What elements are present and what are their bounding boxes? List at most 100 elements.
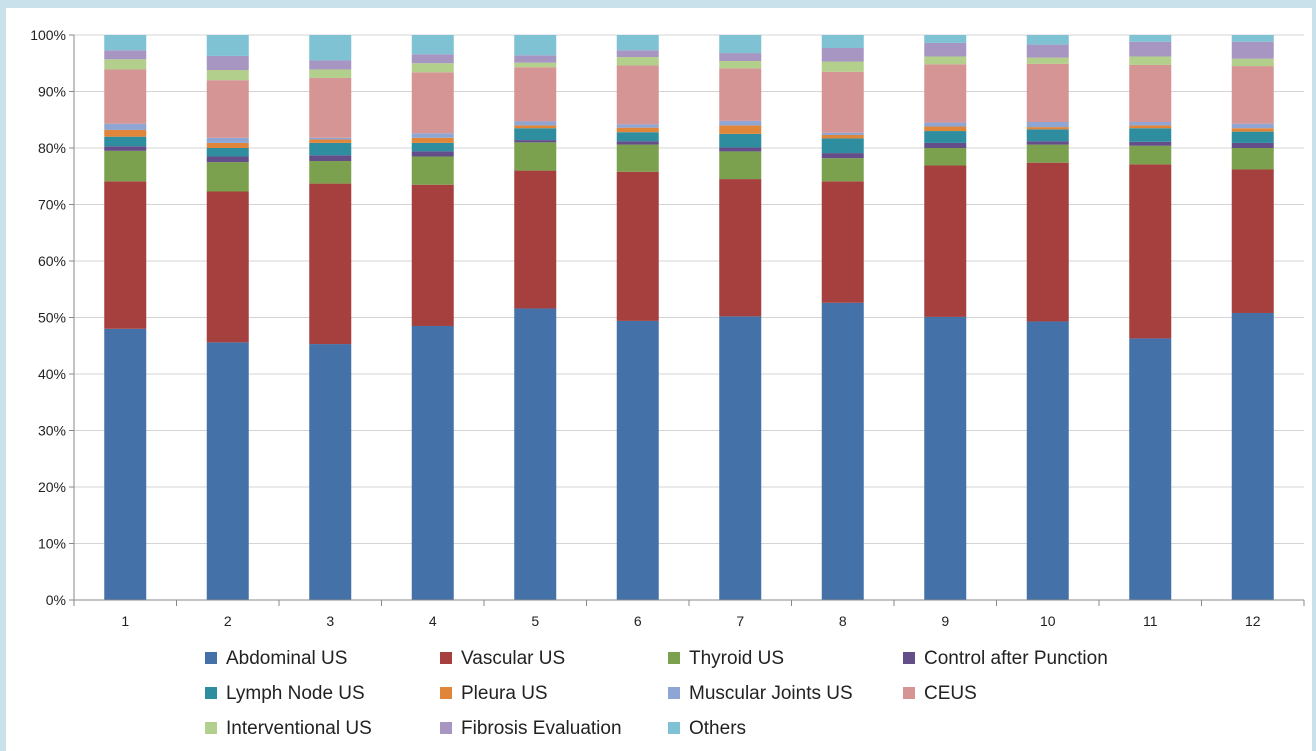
x-tick-label: 1: [121, 613, 129, 629]
legend-swatch-interventional-us: [205, 722, 217, 734]
bar-segment-muscular-joints-us: [616, 124, 659, 128]
bar-segment-others: [206, 35, 249, 56]
bar-segment-muscular-joints-us: [309, 137, 352, 140]
bar-segment-control-after-punction: [206, 156, 249, 163]
legend-label-ceus: CEUS: [924, 683, 977, 704]
legend-swatch-abdominal-us: [205, 652, 217, 664]
legend: Abdominal US Vascular US Thyroid US Control…: [205, 648, 1108, 739]
bar-stack-6: [616, 35, 659, 600]
x-tick-label: 11: [1143, 613, 1158, 629]
bar-segment-interventional-us: [514, 62, 557, 68]
bar-segment-others: [1129, 35, 1172, 42]
y-tick-label: 90%: [38, 84, 66, 100]
bar-segment-others: [514, 35, 557, 56]
bar-stack-5: [514, 35, 557, 600]
legend-label-others: Others: [689, 718, 746, 739]
bar-segment-ceus: [719, 68, 762, 121]
bar-segment-control-after-punction: [1129, 141, 1172, 146]
bar-segment-abdominal-us: [104, 328, 147, 600]
bar-segment-thyroid-us: [821, 158, 864, 182]
bar-segment-thyroid-us: [411, 156, 454, 185]
bar-segment-abdominal-us: [616, 320, 659, 600]
bar-segment-pleura-us: [309, 139, 352, 143]
bar-segment-muscular-joints-us: [411, 133, 454, 138]
bar-segment-interventional-us: [924, 56, 967, 65]
bar-segment-vascular-us: [821, 181, 864, 303]
bar-segment-control-after-punction: [616, 141, 659, 145]
bar-segment-others: [821, 35, 864, 48]
bar-segment-interventional-us: [309, 69, 352, 78]
bar-segment-thyroid-us: [924, 148, 967, 166]
axes: 0%10%20%30%40%50%60%70%80%90%100%1 2 3 4 5 6 7…: [30, 27, 1305, 629]
bar-segment-control-after-punction: [821, 153, 864, 159]
bar-segment-others: [924, 35, 967, 43]
bar-segment-ceus: [104, 69, 147, 124]
bar-segment-muscular-joints-us: [924, 122, 967, 127]
bar-segment-interventional-us: [411, 63, 454, 73]
y-tick-label: 50%: [38, 310, 66, 326]
legend-label-vascular-us: Vascular US: [461, 648, 565, 669]
bars: [104, 35, 1274, 600]
bar-segment-abdominal-us: [719, 316, 762, 600]
bar-segment-pleura-us: [924, 126, 967, 132]
bar-segment-thyroid-us: [309, 160, 352, 184]
x-tick-label: 9: [941, 613, 949, 629]
bar-segment-vascular-us: [719, 179, 762, 317]
y-tick-label: 40%: [38, 366, 66, 382]
bar-segment-thyroid-us: [616, 144, 659, 172]
legend-label-pleura-us: Pleura US: [461, 683, 548, 704]
legend-swatch-ceus: [903, 687, 915, 699]
bar-segment-lymph-node-us: [821, 138, 864, 154]
bar-segment-lymph-node-us: [1231, 131, 1274, 143]
bar-segment-thyroid-us: [1231, 148, 1274, 170]
y-tick-label: 70%: [38, 197, 66, 213]
bar-segment-others: [411, 35, 454, 55]
bar-segment-interventional-us: [719, 60, 762, 69]
bar-segment-lymph-node-us: [104, 136, 147, 147]
bar-segment-thyroid-us: [719, 151, 762, 180]
bar-segment-muscular-joints-us: [719, 120, 762, 126]
bar-segment-pleura-us: [1231, 128, 1274, 132]
bar-stack-11: [1129, 35, 1172, 600]
bar-segment-vascular-us: [104, 181, 147, 329]
bar-segment-pleura-us: [206, 142, 249, 148]
legend-swatch-lymph-node-us: [205, 687, 217, 699]
bar-segment-control-after-punction: [719, 147, 762, 152]
bar-segment-thyroid-us: [1026, 144, 1069, 163]
bar-segment-fibrosis-evaluation: [206, 55, 249, 71]
legend-swatch-thyroid-us: [668, 652, 680, 664]
bar-segment-control-after-punction: [1026, 141, 1069, 145]
bar-segment-vascular-us: [206, 191, 249, 343]
bar-segment-control-after-punction: [309, 155, 352, 161]
legend-swatch-others: [668, 722, 680, 734]
x-tick-label: 2: [224, 613, 232, 629]
legend-label-interventional-us: Interventional US: [226, 718, 372, 739]
bar-stack-2: [206, 35, 249, 600]
bar-stack-4: [411, 35, 454, 600]
bar-stack-10: [1026, 35, 1069, 600]
bar-segment-ceus: [1026, 63, 1069, 123]
bar-segment-control-after-punction: [514, 140, 557, 143]
bar-segment-muscular-joints-us: [514, 121, 557, 126]
bar-segment-thyroid-us: [206, 162, 249, 192]
bar-segment-interventional-us: [821, 61, 864, 72]
legend-label-control-after-punction: Control after Punction: [924, 648, 1108, 669]
bar-segment-lymph-node-us: [1026, 129, 1069, 142]
x-tick-label: 7: [736, 613, 744, 629]
bar-stack-12: [1231, 35, 1274, 600]
bar-segment-abdominal-us: [1129, 338, 1172, 600]
bar-segment-fibrosis-evaluation: [309, 60, 352, 70]
bar-segment-control-after-punction: [104, 146, 147, 151]
chart-frame: 0% 10% 20% 30% 40% 50% 60% 70% 80% 90% 100% 1 2 3 4 5 6 7…: [6, 8, 1312, 751]
bar-segment-abdominal-us: [821, 302, 864, 600]
bar-segment-abdominal-us: [206, 342, 249, 600]
bar-segment-lymph-node-us: [616, 132, 659, 142]
bar-segment-lymph-node-us: [924, 131, 967, 143]
bar-segment-fibrosis-evaluation: [514, 55, 557, 63]
bar-segment-interventional-us: [1026, 57, 1069, 64]
bar-segment-pleura-us: [1026, 127, 1069, 130]
x-tick-label: 3: [326, 613, 334, 629]
legend-swatch-control-after-punction: [903, 652, 915, 664]
bar-segment-others: [719, 35, 762, 54]
bar-segment-pleura-us: [411, 137, 454, 143]
